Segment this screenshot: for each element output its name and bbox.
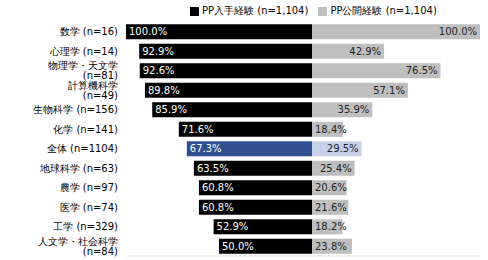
svg-text:29.5%: 29.5%	[327, 143, 359, 154]
svg-text:92.6%: 92.6%	[143, 65, 175, 76]
svg-text:農学 (n=97): 農学 (n=97)	[60, 182, 119, 193]
svg-text:71.6%: 71.6%	[182, 124, 214, 135]
svg-text:心理学 (n=14): 心理学 (n=14)	[49, 46, 119, 57]
svg-text:21.6%: 21.6%	[315, 202, 347, 213]
svg-text:50.0%: 50.0%	[222, 241, 254, 252]
svg-text:89.8%: 89.8%	[148, 85, 180, 96]
svg-text:全体 (n=1104): 全体 (n=1104)	[47, 143, 118, 154]
html-text:PP入手経験 (n=1,104): PP入手経験 (n=1,104)	[202, 5, 309, 16]
svg-text:工学 (n=329): 工学 (n=329)	[53, 221, 118, 232]
svg-text:57.1%: 57.1%	[373, 85, 405, 96]
svg-text:63.5%: 63.5%	[197, 163, 229, 174]
svg-text:67.3%: 67.3%	[190, 143, 222, 154]
svg-text:20.6%: 20.6%	[315, 182, 347, 193]
svg-text:42.9%: 42.9%	[349, 46, 381, 57]
svg-text:52.9%: 52.9%	[217, 221, 249, 232]
svg-text:18.4%: 18.4%	[315, 124, 347, 135]
svg-text:76.5%: 76.5%	[406, 65, 438, 76]
svg-text:計算機科学(n=49): 計算機科学(n=49)	[68, 80, 118, 101]
svg-text:100.0%: 100.0%	[439, 26, 477, 37]
svg-text:18.2%: 18.2%	[315, 221, 347, 232]
svg-text:医学 (n=74): 医学 (n=74)	[60, 202, 119, 213]
svg-text:地球科学 (n=63): 地球科学 (n=63)	[39, 163, 119, 174]
svg-text:物理学・天文学(n=81): 物理学・天文学(n=81)	[48, 60, 118, 81]
svg-text:数学 (n=16): 数学 (n=16)	[60, 26, 119, 37]
svg-text:100.0%: 100.0%	[129, 26, 167, 37]
svg-text:92.9%: 92.9%	[142, 46, 174, 57]
svg-text:60.8%: 60.8%	[202, 182, 234, 193]
svg-text:85.9%: 85.9%	[155, 104, 187, 115]
svg-text:60.8%: 60.8%	[202, 202, 234, 213]
svg-text:人文学・社会科学(n=84): 人文学・社会科学(n=84)	[38, 236, 118, 257]
svg-text:35.9%: 35.9%	[338, 104, 370, 115]
svg-text:化学 (n=141): 化学 (n=141)	[53, 124, 118, 135]
html-text:PP公開経験 (n=1,104): PP公開経験 (n=1,104)	[330, 5, 437, 16]
svg-text:23.8%: 23.8%	[315, 241, 347, 252]
svg-text:25.4%: 25.4%	[320, 163, 352, 174]
svg-text:生物科学 (n=156): 生物科学 (n=156)	[33, 104, 118, 115]
